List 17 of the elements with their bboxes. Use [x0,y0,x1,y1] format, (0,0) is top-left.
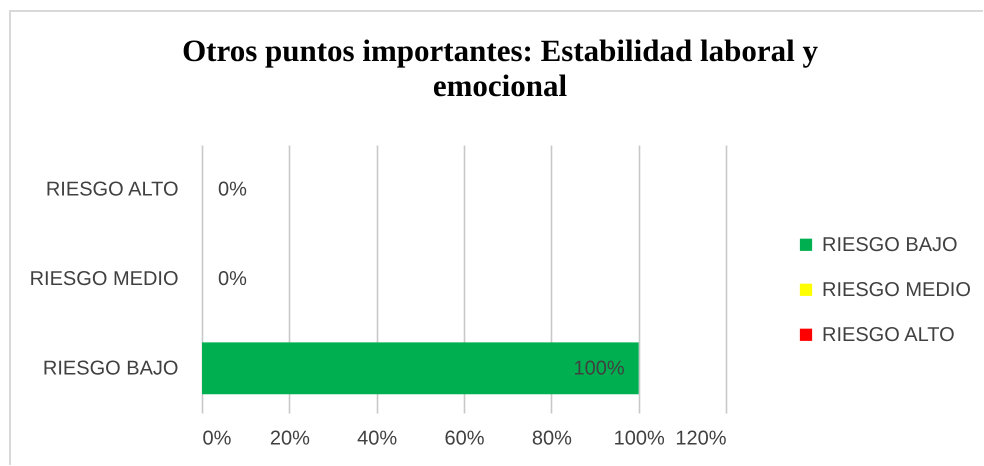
chart-title: Otros puntos importantes: Estabilidad laboral y emocional [182,33,818,103]
x-tick-label: 20% [270,428,310,450]
y-tick-label: RIESGO ALTO [46,178,178,201]
legend-label: RIESGO ALTO [822,324,955,346]
x-tick-label: 120% [675,428,727,450]
data-label: 100% [574,357,625,380]
y-tick-label: RIESGO BAJO [42,357,178,380]
legend-label: RIESGO BAJO [822,234,958,256]
y-tick-label: RIESGO MEDIO [30,268,178,290]
data-label: 0% [218,268,248,290]
x-tick-label: 100% [614,428,665,450]
x-tick-label: 80% [532,428,572,450]
x-tick-label: 40% [357,428,398,450]
x-tick-label: 60% [444,428,485,450]
legend-label: RIESGO MEDIO [822,278,971,301]
x-tick-label: 0% [202,428,232,450]
data-label: 0% [218,178,248,201]
